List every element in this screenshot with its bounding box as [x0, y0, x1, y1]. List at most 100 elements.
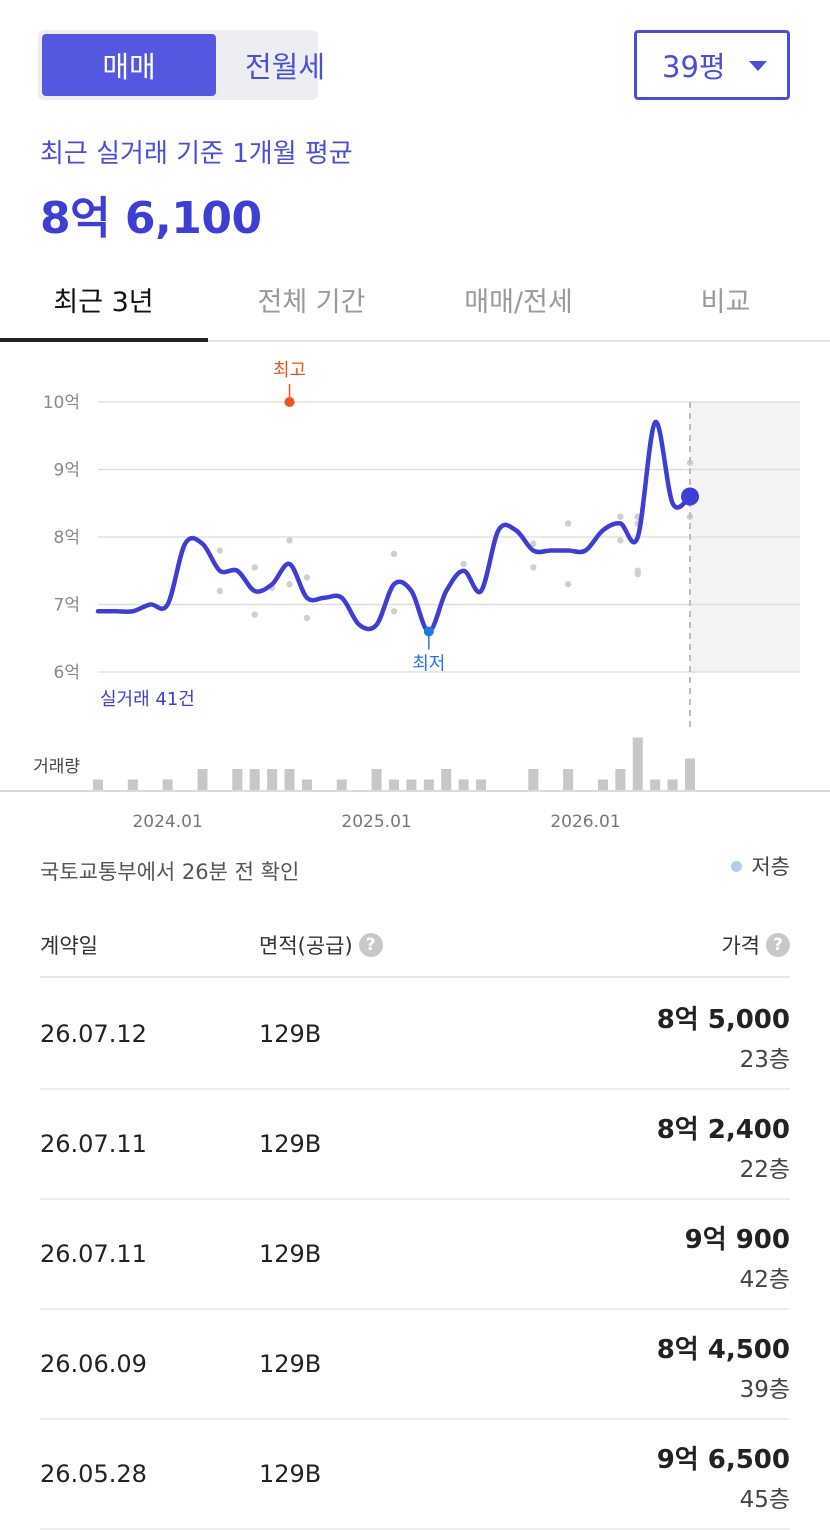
- tab-recent-3y[interactable]: 최근 3년: [53, 286, 154, 318]
- header-price: 가격?: [721, 930, 790, 960]
- volume-bar: [476, 779, 487, 790]
- low-floor-dot-icon: [731, 860, 743, 872]
- price-value: 8억 4,500: [656, 1335, 790, 1365]
- transactions-table-header: 계약일 면적(공급)? 가격?: [40, 910, 790, 978]
- trade-dot: [460, 560, 467, 568]
- y-tick-label: 7억: [54, 596, 80, 616]
- table-row[interactable]: 26.05.28 129B 9억 6,500 45층: [40, 1420, 790, 1530]
- trade-dot: [251, 611, 258, 618]
- caret-down-icon: [749, 61, 767, 71]
- trade-dot: [634, 570, 641, 578]
- high-marker-label: 최고: [273, 360, 306, 381]
- contract-date: 26.07.11: [40, 1130, 147, 1158]
- data-source-text: 국토교통부에서 26분 전 확인: [40, 860, 300, 884]
- trade-dot: [564, 520, 572, 527]
- volume-bar: [389, 779, 399, 790]
- volume-bar: [93, 779, 103, 790]
- contract-date: 26.07.11: [40, 1240, 147, 1268]
- low-marker-point: [423, 626, 434, 637]
- volume-bar: [284, 769, 295, 790]
- volume-bar: [301, 779, 312, 790]
- volume-bar: [249, 769, 260, 790]
- trade-dot: [286, 537, 293, 544]
- volume-bar: [615, 769, 626, 790]
- volume-bar: [423, 779, 434, 790]
- volume-bar: [632, 737, 643, 790]
- trade-dot: [216, 547, 224, 554]
- legend-low-floor: 저층: [751, 855, 790, 879]
- area-type: 129B: [259, 1020, 322, 1048]
- volume-bar: [127, 779, 138, 790]
- header-price-label: 가격: [721, 934, 760, 958]
- volume-bar: [267, 769, 278, 790]
- header-date-label: 계약일: [40, 934, 98, 958]
- size-dropdown[interactable]: 39평: [634, 30, 790, 100]
- header-area-label: 면적(공급): [259, 934, 353, 958]
- average-label: 최근 실거래 기준 1개월 평균: [40, 139, 353, 169]
- floor-value: 23층: [739, 1047, 790, 1073]
- trade-dot: [530, 540, 537, 547]
- trade-count-label: 실거래 41건: [100, 689, 195, 710]
- volume-bar: [563, 769, 574, 790]
- trade-dot: [286, 581, 293, 588]
- active-tab-indicator: [0, 338, 208, 342]
- x-tick-label: 2025.01: [341, 812, 411, 832]
- size-dropdown-value: 39평: [662, 50, 726, 84]
- low-marker-label: 최저: [412, 654, 445, 675]
- tab-compare[interactable]: 비교: [700, 286, 751, 318]
- price-value: 8억 5,000: [656, 1005, 790, 1035]
- volume-bar: [197, 769, 208, 790]
- volume-bar: [162, 779, 173, 790]
- sale-tab-button[interactable]: 매매: [42, 34, 216, 96]
- volume-bar: [650, 779, 661, 790]
- table-row[interactable]: 26.06.09 129B 8억 4,500 39층: [40, 1310, 790, 1420]
- trade-dot: [303, 574, 311, 581]
- table-row[interactable]: 26.07.12 129B 8억 5,000 23층: [40, 980, 790, 1090]
- average-price: 8억 6,100: [40, 193, 262, 244]
- table-row[interactable]: 26.07.11 129B 9억 900 42층: [40, 1200, 790, 1310]
- area-type: 129B: [259, 1350, 322, 1378]
- price-value: 8억 2,400: [656, 1115, 790, 1145]
- volume-bar: [597, 779, 608, 790]
- rent-tab-button[interactable]: 전월세: [244, 50, 326, 84]
- trade-dot: [303, 614, 311, 622]
- volume-bar: [336, 779, 347, 790]
- high-marker-point: [284, 397, 295, 407]
- volume-bar: [685, 758, 695, 790]
- price-value: 9억 900: [684, 1225, 790, 1255]
- floor-value: 22층: [739, 1157, 790, 1183]
- trade-dot: [390, 550, 398, 558]
- header-area: 면적(공급)?: [259, 930, 383, 960]
- help-icon[interactable]: ?: [358, 933, 383, 957]
- trade-dot: [251, 564, 258, 571]
- tab-sale-jeonse[interactable]: 매매/전세: [464, 286, 573, 318]
- trade-dot: [216, 587, 224, 595]
- area-type: 129B: [259, 1240, 322, 1268]
- area-type: 129B: [259, 1130, 322, 1158]
- help-icon[interactable]: ?: [766, 933, 790, 957]
- volume-bar: [667, 779, 678, 790]
- price-value: 9억 6,500: [656, 1445, 790, 1475]
- price-chart[interactable]: 10억 9억 8억 7억 6억 최고 최저 실거래 41건 거래량 2024.01 2025.01 2…: [0, 345, 830, 840]
- chart-legend: 저층: [731, 851, 790, 881]
- volume-bar: [406, 779, 417, 790]
- x-tick-label: 2026.01: [550, 812, 620, 832]
- trade-type-toggle: 매매 전월세: [38, 30, 325, 100]
- floor-value: 39층: [739, 1377, 790, 1403]
- area-type: 129B: [259, 1460, 322, 1488]
- header-date: 계약일: [40, 930, 98, 960]
- volume-label: 거래량: [33, 757, 80, 777]
- y-tick-label: 8억: [54, 528, 80, 548]
- trade-dot: [617, 537, 624, 544]
- volume-bar: [528, 769, 539, 790]
- table-row[interactable]: 26.07.11 129B 8억 2,400 22층: [40, 1090, 790, 1200]
- contract-date: 26.05.28: [40, 1460, 147, 1488]
- trade-dot: [617, 513, 624, 520]
- trade-dot: [390, 608, 398, 615]
- volume-bar: [458, 779, 469, 790]
- tab-all-period[interactable]: 전체 기간: [257, 286, 366, 318]
- trade-dot: [530, 564, 537, 571]
- y-tick-label: 9억: [54, 461, 80, 481]
- trade-dot: [564, 581, 572, 588]
